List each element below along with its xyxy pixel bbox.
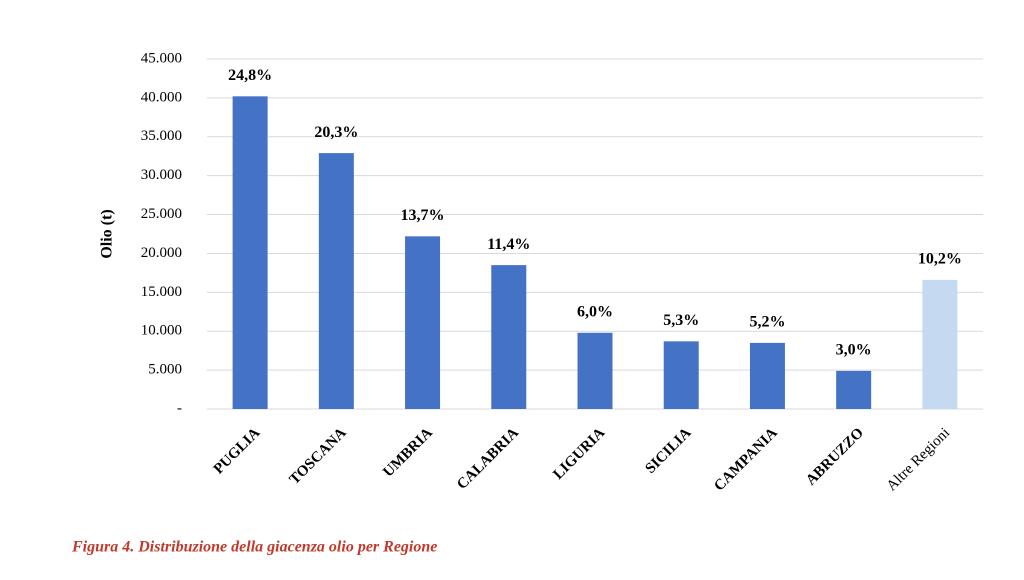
- y-tick-label: 10.000: [141, 323, 182, 339]
- value-label: 13,7%: [401, 207, 445, 224]
- bar: [663, 341, 699, 409]
- value-label: 24,8%: [228, 67, 272, 84]
- y-tick-label: 45.000: [141, 50, 182, 66]
- value-label: 10,2%: [918, 251, 962, 268]
- x-tick-label: CAMPANIA: [711, 425, 781, 495]
- bar: [232, 96, 268, 409]
- bar: [836, 370, 872, 409]
- x-tick-label: ABRUZZO: [803, 425, 867, 489]
- y-tick-label: 30.000: [141, 167, 182, 183]
- value-label: 5,3%: [663, 312, 699, 329]
- value-label: 11,4%: [487, 236, 530, 253]
- y-tick-label: 15.000: [141, 284, 182, 300]
- x-tick-label: LIGURIA: [550, 425, 608, 483]
- bar: [749, 342, 785, 409]
- y-tick-label: 20.000: [141, 245, 182, 261]
- x-tick-label: UMBRIA: [380, 425, 436, 481]
- y-axis-label: Olio (t): [99, 209, 116, 258]
- value-label: 5,2%: [749, 314, 785, 331]
- y-tick-label: 35.000: [141, 128, 182, 144]
- bar: [405, 236, 441, 409]
- y-tick-label: 25.000: [141, 206, 182, 222]
- y-tick-label: -: [177, 400, 182, 416]
- x-tick-label: PUGLIA: [211, 425, 264, 478]
- value-label: 3,0%: [836, 342, 872, 359]
- x-tick-label: TOSCANA: [287, 425, 350, 488]
- caption: Figura 4. Distribuzione della giacenza o…: [71, 539, 437, 556]
- bar: [577, 332, 613, 409]
- bar: [491, 265, 527, 409]
- bar: [318, 153, 354, 409]
- x-tick-label: CALABRIA: [454, 425, 522, 493]
- y-tick-label: 5.000: [148, 362, 182, 378]
- x-tick-label: Altre Regioni: [884, 425, 953, 494]
- x-tick-label: SICILIA: [642, 425, 694, 477]
- value-label: 6,0%: [577, 303, 613, 320]
- y-tick-label: 40.000: [141, 89, 182, 105]
- value-label: 20,3%: [314, 124, 358, 141]
- bar: [922, 279, 958, 409]
